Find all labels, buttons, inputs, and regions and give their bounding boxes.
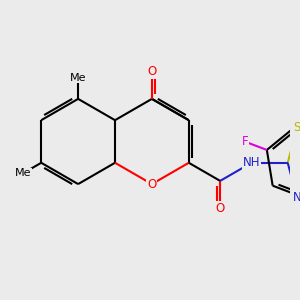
Text: O: O <box>215 202 225 215</box>
Text: NH: NH <box>243 156 260 169</box>
Text: O: O <box>147 65 157 78</box>
Text: N: N <box>293 191 300 204</box>
Text: S: S <box>293 121 300 134</box>
Text: O: O <box>147 178 157 190</box>
Text: Me: Me <box>14 168 31 178</box>
Text: F: F <box>242 135 248 148</box>
Text: Me: Me <box>70 73 86 82</box>
